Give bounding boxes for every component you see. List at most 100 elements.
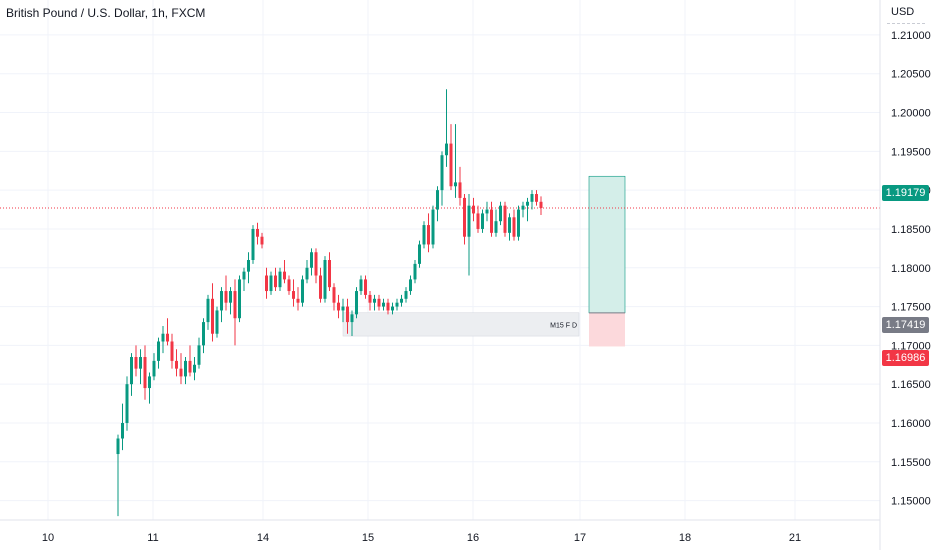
candle[interactable] [395,298,399,311]
candle[interactable] [526,197,529,222]
candle[interactable] [431,205,435,249]
candle[interactable] [247,252,250,284]
candle[interactable] [175,349,178,377]
candle[interactable] [283,260,286,284]
candle[interactable] [440,151,444,206]
candle[interactable] [125,376,129,431]
candle[interactable] [233,279,237,346]
candle[interactable] [413,260,417,284]
candle[interactable] [418,240,421,268]
candle[interactable] [350,310,354,337]
candle[interactable] [323,256,327,303]
candle[interactable] [238,275,241,323]
candle[interactable] [319,267,322,303]
candle[interactable] [346,298,349,334]
candle[interactable] [512,209,516,241]
candle[interactable] [161,325,165,354]
long-position-profit-zone[interactable] [588,175,626,314]
candle[interactable] [490,201,493,237]
candle[interactable] [458,166,462,206]
candle[interactable] [305,260,309,284]
drawings[interactable]: M15 F D [342,175,626,347]
candle[interactable] [377,294,381,311]
candle[interactable] [400,294,403,307]
candle[interactable] [422,221,426,249]
candle[interactable] [260,232,264,249]
candle[interactable] [355,287,358,319]
candle[interactable] [179,353,183,385]
candle[interactable] [499,201,502,226]
candle[interactable] [314,248,318,284]
candle[interactable] [539,196,543,215]
candle[interactable] [206,294,210,330]
candle[interactable] [184,357,187,385]
candle[interactable] [170,333,174,369]
candle[interactable] [359,275,363,295]
candle[interactable] [224,275,228,311]
candle[interactable] [503,201,507,237]
candle[interactable] [485,201,489,222]
candle[interactable] [382,298,385,311]
candle[interactable] [521,201,525,218]
candle[interactable] [152,353,156,381]
candle[interactable] [256,222,259,245]
candle[interactable] [188,345,192,377]
m15-fd-zone[interactable] [342,312,580,337]
candle[interactable] [454,124,457,198]
candle[interactable] [269,271,273,295]
candle[interactable] [310,248,313,276]
candle[interactable] [449,124,453,191]
candle[interactable] [494,209,498,237]
candle[interactable] [220,287,223,323]
candle[interactable] [463,194,466,245]
candle[interactable] [242,267,246,292]
candle[interactable] [139,349,142,385]
candle[interactable] [535,190,538,206]
candle[interactable] [193,357,196,381]
candle[interactable] [517,205,520,241]
candle[interactable] [427,213,430,253]
candle[interactable] [467,194,471,276]
candle[interactable] [373,294,376,311]
candle[interactable] [445,89,448,167]
candle[interactable] [332,283,336,311]
price-axis[interactable]: 1.210001.205001.200001.195001.190001.185… [879,0,931,550]
candle[interactable] [409,275,412,295]
candle[interactable] [121,403,124,451]
candle[interactable] [481,209,484,233]
candle[interactable] [229,287,232,315]
candle[interactable] [301,275,304,307]
candle[interactable] [215,306,219,338]
candle[interactable] [278,267,282,292]
candle[interactable] [476,205,480,233]
currency-label[interactable]: USD [891,6,915,18]
candle[interactable] [328,252,331,292]
candle[interactable] [404,287,408,303]
candle[interactable] [130,353,133,396]
candle[interactable] [296,287,300,311]
candle[interactable] [134,345,138,377]
candle[interactable] [265,267,268,299]
long-position-loss-zone[interactable] [589,312,625,347]
candle[interactable] [337,294,340,319]
candle[interactable] [287,275,291,295]
candle[interactable] [341,298,345,323]
candle[interactable] [364,275,367,299]
candle[interactable] [143,345,147,400]
candle[interactable] [166,318,169,346]
candle[interactable] [116,434,120,517]
candle[interactable] [211,283,214,342]
candle[interactable] [436,186,439,222]
candle[interactable] [251,225,255,264]
candles[interactable] [116,89,543,517]
candle[interactable] [530,190,534,210]
candle[interactable] [472,197,475,222]
candle[interactable] [202,318,205,354]
candle[interactable] [391,302,394,315]
candle[interactable] [274,267,277,292]
time-axis[interactable]: 10 11 14 15 16 17 18 21 [0,519,880,544]
candle[interactable] [508,213,511,241]
candle[interactable] [157,337,160,369]
candle[interactable] [386,298,390,315]
